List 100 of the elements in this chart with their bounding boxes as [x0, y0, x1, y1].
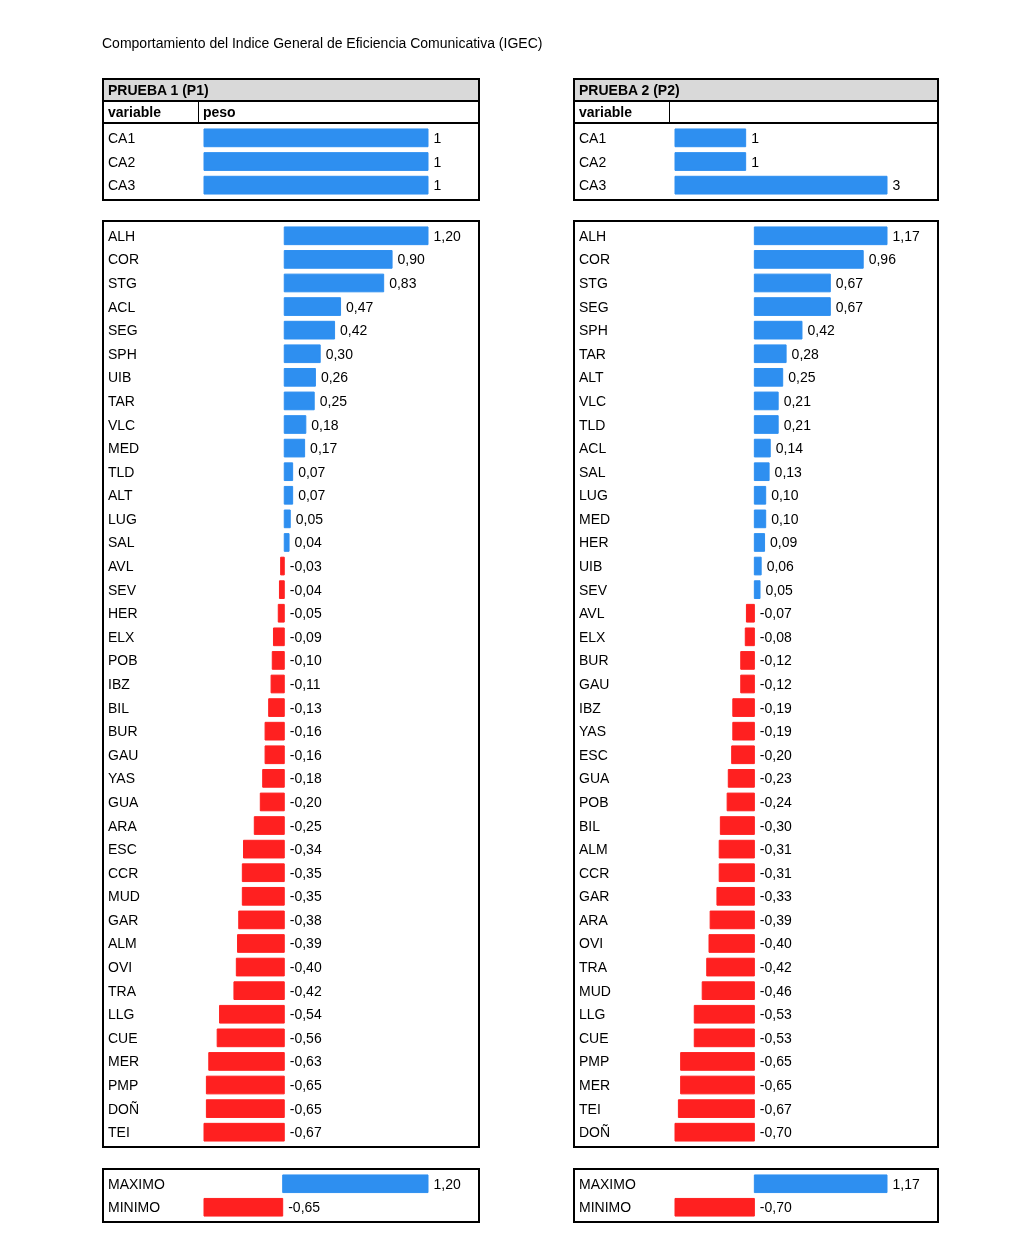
y-tick-label: GAR: [579, 888, 610, 905]
data-label: 0,18: [311, 416, 339, 433]
data-label: 0,10: [771, 487, 799, 504]
data-label: -0,05: [289, 605, 322, 622]
data-label: -0,33: [759, 888, 792, 905]
data-label: -0,16: [289, 723, 322, 740]
data-label: 0,21: [783, 392, 812, 409]
y-tick-label: LUG: [579, 487, 608, 504]
y-tick-label: GUA: [579, 770, 610, 787]
data-label: -0,65: [289, 1100, 322, 1117]
data-label: -0,38: [289, 911, 322, 928]
data-label: 1: [433, 129, 442, 146]
y-tick-label: BUR: [108, 723, 138, 740]
y-tick-label: ALM: [108, 935, 137, 952]
data-label: 0,42: [340, 322, 368, 339]
y-tick-label: MINIMO: [108, 1199, 161, 1216]
data-label: -0,35: [289, 888, 322, 905]
data-label: -0,03: [289, 558, 322, 575]
data-label: -0,23: [759, 770, 792, 787]
data-label: 0,30: [325, 345, 354, 362]
y-tick-label: MED: [108, 440, 140, 457]
data-label: -0,70: [759, 1124, 792, 1141]
data-label: -0,09: [289, 628, 322, 645]
data-label: 0,83: [389, 274, 417, 291]
y-tick-label: ALT: [579, 369, 605, 386]
y-tick-label: ALM: [579, 841, 608, 858]
y-tick-label: COR: [579, 251, 611, 268]
y-tick-label: MUD: [108, 888, 140, 905]
y-tick-label: MUD: [579, 982, 611, 999]
data-label: -0,20: [759, 746, 792, 763]
data-label: 0,47: [346, 298, 374, 315]
data-label: -0,13: [289, 699, 322, 716]
data-label: -0,24: [759, 793, 792, 810]
data-label: -0,70: [759, 1199, 792, 1216]
data-label: 0,17: [310, 440, 338, 457]
y-tick-label: SPH: [108, 345, 137, 362]
data-label: -0,53: [759, 1029, 792, 1046]
y-tick-label: ALH: [579, 227, 607, 244]
data-label: 1,17: [892, 1175, 920, 1192]
data-label: -0,31: [759, 841, 792, 858]
data-label: -0,67: [289, 1124, 322, 1141]
y-tick-label: ESC: [579, 746, 608, 763]
data-label: -0,65: [759, 1053, 792, 1070]
y-tick-label: CA3: [108, 177, 136, 194]
data-label: 0,05: [295, 510, 324, 527]
y-tick-label: CUE: [108, 1029, 138, 1046]
data-label: 0,10: [771, 510, 799, 527]
y-tick-label: LLG: [579, 1006, 606, 1023]
data-label: 1: [433, 177, 442, 194]
y-tick-label: ACL: [579, 440, 607, 457]
y-tick-label: VLC: [108, 416, 136, 433]
y-tick-label: PMP: [579, 1053, 610, 1070]
data-label: -0,39: [759, 911, 792, 928]
data-label: 1: [751, 153, 760, 170]
y-tick-label: ALT: [108, 487, 134, 504]
data-label: -0,39: [289, 935, 322, 952]
y-tick-label: SPH: [579, 322, 608, 339]
data-label: 3: [892, 177, 901, 194]
data-label: 0,25: [788, 369, 816, 386]
y-tick-label: MINIMO: [579, 1199, 632, 1216]
chart-title: Comportamiento del Indice General de Eficiencia Comunicativa (IGEC): [102, 34, 543, 53]
y-tick-label: BUR: [579, 652, 609, 669]
y-tick-label: POB: [108, 652, 138, 669]
y-tick-label: TAR: [108, 392, 135, 409]
y-tick-label: DOÑ: [108, 1100, 140, 1117]
y-tick-label: CA1: [108, 129, 136, 146]
y-tick-label: STG: [108, 274, 137, 291]
data-label: -0,10: [289, 652, 322, 669]
data-label: -0,07: [759, 605, 792, 622]
y-tick-label: COR: [108, 251, 140, 268]
y-tick-label: ARA: [108, 817, 138, 834]
data-label: -0,54: [289, 1006, 322, 1023]
y-tick-label: MAXIMO: [108, 1175, 165, 1192]
y-tick-label: AVL: [579, 605, 605, 622]
data-label: 0,90: [397, 251, 426, 268]
y-tick-label: IBZ: [108, 676, 131, 692]
data-label: -0,65: [289, 1077, 322, 1094]
y-tick-label: POB: [579, 793, 609, 810]
data-label: -0,18: [289, 770, 322, 787]
y-tick-label: CA2: [579, 153, 607, 170]
y-tick-label: GAU: [108, 746, 139, 763]
data-label: 0,07: [298, 487, 326, 504]
data-label: -0,25: [289, 817, 322, 834]
y-tick-label: CA2: [108, 153, 136, 170]
y-tick-label: TEI: [108, 1124, 130, 1141]
data-label: 1,17: [892, 227, 920, 244]
y-tick-label: LLG: [108, 1006, 135, 1023]
y-tick-label: TRA: [108, 982, 137, 999]
data-label: 0,07: [298, 463, 326, 480]
data-label: -0,12: [759, 652, 792, 669]
data-label: -0,30: [759, 817, 792, 834]
data-label: -0,12: [759, 676, 792, 692]
data-label: -0,40: [289, 959, 322, 976]
y-tick-label: UIB: [108, 369, 132, 386]
data-label: -0,34: [289, 841, 322, 858]
data-label: -0,56: [289, 1029, 322, 1046]
data-label: -0,40: [759, 935, 792, 952]
y-tick-label: BIL: [108, 699, 130, 716]
y-tick-label: ALH: [108, 227, 136, 244]
y-axis-title: variable: [575, 102, 670, 122]
